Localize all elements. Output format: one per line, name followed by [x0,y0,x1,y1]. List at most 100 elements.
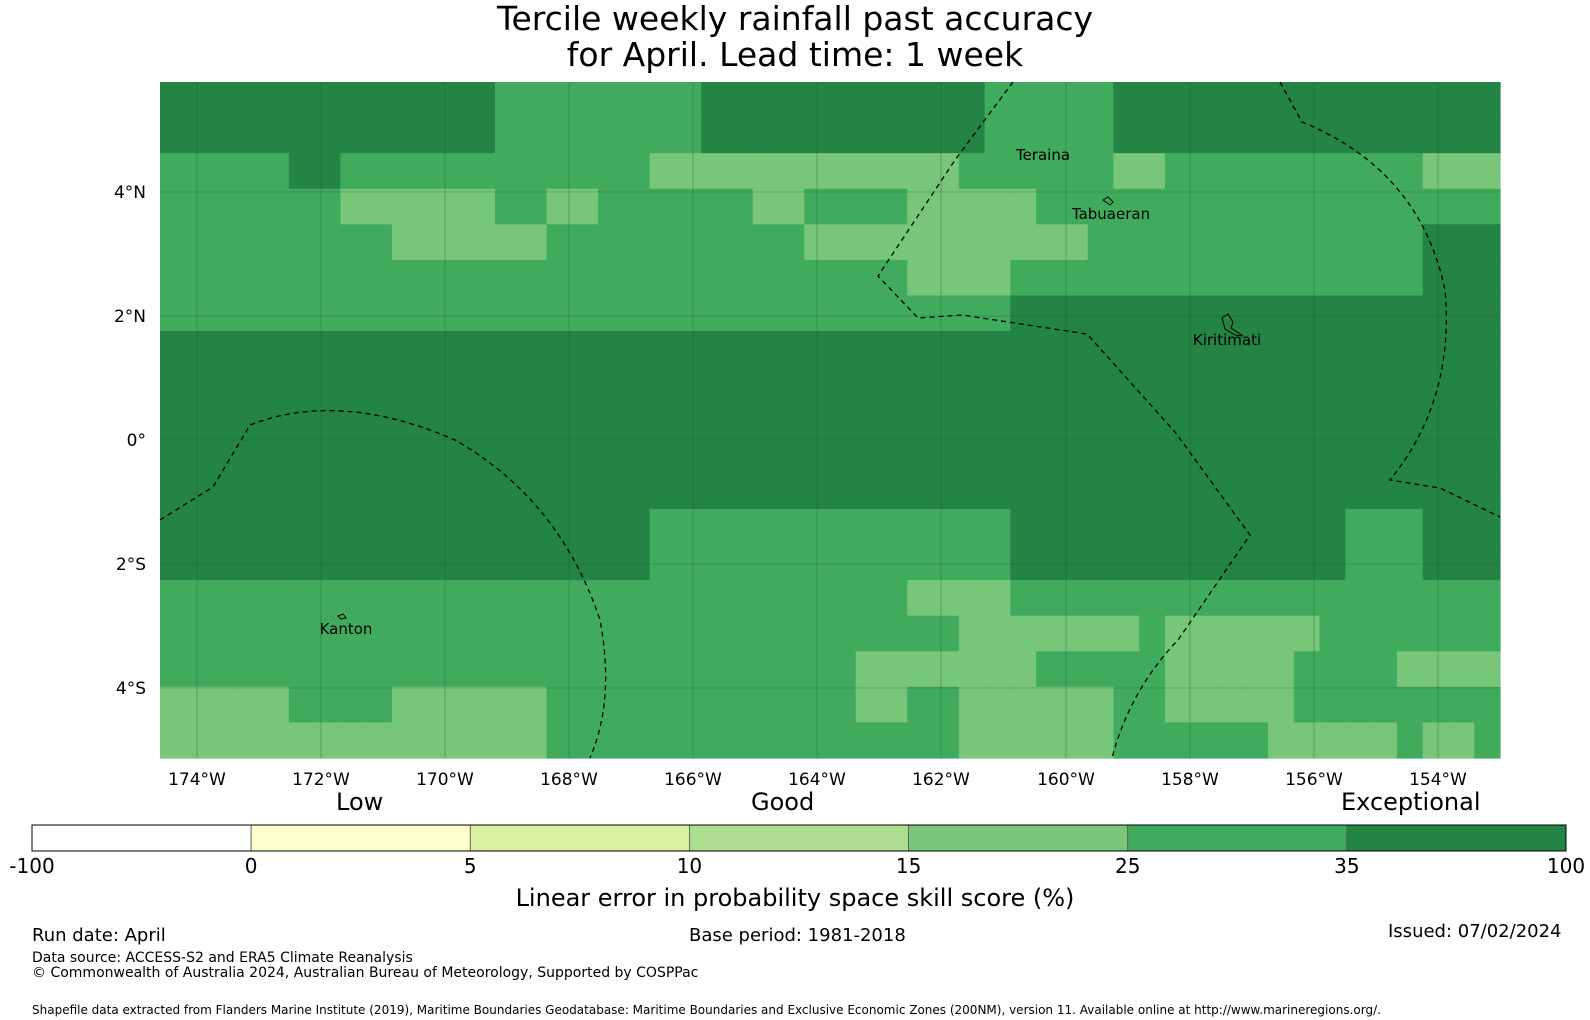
colorbar-ticks: -100 0 5 10 15 25 35 100 [9,854,1585,878]
skill-cell [1139,82,1166,119]
skill-cell [701,366,728,403]
colorbar-tick-label: 0 [245,854,258,878]
skill-cell [1319,295,1346,332]
skill-cell [546,651,573,688]
skill-cell [804,580,831,617]
skill-cell [881,259,908,297]
skill-cell [572,331,599,368]
skill-cell [417,508,445,546]
skill-cell [778,473,805,510]
skill-cell [1242,686,1269,724]
skill-cell [907,544,934,581]
skill-cell [1139,580,1166,617]
skill-cell [881,295,908,332]
skill-cell [366,188,393,225]
skill-cell [211,259,238,297]
skill-cell [1165,259,1192,297]
skill-cell [1448,117,1475,154]
kanton-island [337,613,347,620]
skill-cell [804,615,831,652]
skill-cell [1010,366,1037,403]
skill-cell [881,615,908,652]
skill-cell [1113,473,1140,510]
skill-cell [495,188,522,225]
shapefile-credit: Shapefile data extracted from Flanders M… [32,1003,1381,1017]
skill-cell [1036,188,1063,225]
skill-cell [1087,508,1115,546]
skill-cell [1396,508,1424,546]
skill-cell [1396,437,1424,474]
skill-cell [726,153,754,190]
skill-cell [1216,224,1243,261]
skill-cell [160,295,187,332]
skill-cell [520,437,548,474]
skill-map: 4°N 2°N 0° 2°S 4°S 174°W 172°W 170°W 168°W 166°W… [114,81,1501,790]
skill-cell [804,686,831,724]
skill-cell [1422,153,1450,190]
skill-cell [598,224,625,261]
skill-cell [1139,508,1166,546]
skill-cell [469,331,496,368]
skill-cell [984,366,1011,403]
skill-cell [1113,188,1140,225]
skill-cell [1293,331,1321,368]
skill-cell [340,82,367,119]
skill-cell [1345,366,1372,403]
colorbar-box [908,824,1129,852]
skill-cell [185,295,213,332]
skill-cell [1190,544,1218,581]
skill-cell [1036,651,1063,688]
skill-cell [649,366,676,403]
skill-cell [160,580,187,617]
skill-cell [752,722,780,759]
skill-cell [1190,224,1218,261]
skill-cell [495,224,522,261]
skill-cell [701,224,728,261]
skill-cell [1422,295,1450,332]
skill-cell [340,437,367,474]
skill-cell [185,188,213,225]
skill-cell [443,402,470,439]
skill-cell [288,82,316,119]
skill-cell [1345,686,1372,724]
skill-cell [701,402,728,439]
skill-cell [160,402,187,439]
skill-cell [546,153,573,190]
skill-cell [237,153,264,190]
colorbar-tick-label: -100 [9,854,54,878]
skill-cell [830,295,857,332]
skill-cell [185,366,213,403]
skill-cell [804,402,831,439]
skill-cell [1422,82,1450,119]
skill-cell [469,153,496,190]
skill-cell [623,651,651,688]
skill-cell [1061,331,1089,368]
skill-cell [263,544,290,581]
skill-cell [1268,402,1295,439]
skill-cell [830,437,857,474]
skill-cell [185,259,213,297]
skill-cell [1345,117,1372,154]
skill-cell [623,224,651,261]
skill-cell [340,544,367,581]
skill-cell [1268,473,1295,510]
colorbar-box [1127,824,1348,852]
skill-cell [185,615,213,652]
skill-cell [417,580,445,617]
skill-cell [263,437,290,474]
skill-cell [1293,508,1321,546]
skill-cell [933,722,960,759]
skill-cell [804,188,831,225]
skill-cell [855,508,883,546]
skill-grid-cells [160,82,1501,759]
skill-cell [340,331,367,368]
skill-cell [340,508,367,546]
skill-cell [1113,295,1140,332]
skill-cell [1371,224,1398,261]
skill-cell [288,686,316,724]
skill-cell [701,437,728,474]
skill-cell [726,188,754,225]
skill-cell [391,402,419,439]
skill-cell [263,651,290,688]
skill-cell [160,82,187,119]
